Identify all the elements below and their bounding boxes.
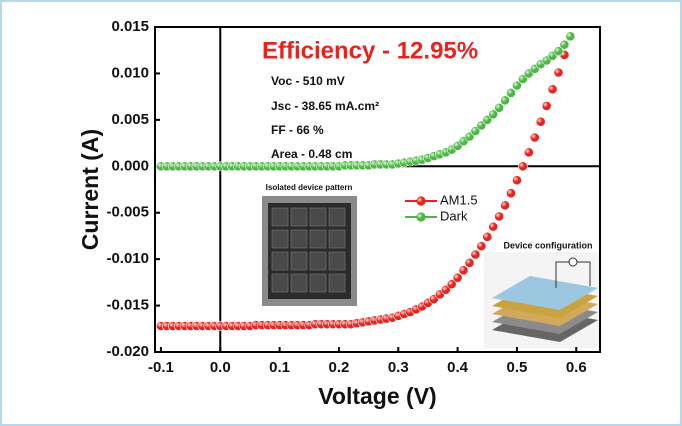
legend-marker-shine	[416, 212, 425, 221]
x-tick-label: 0.1	[269, 359, 290, 376]
inset-device	[484, 252, 600, 348]
inset-label: Device configuration	[503, 240, 592, 250]
y-tick-label: -0.005	[106, 204, 149, 221]
legend-label: AM1.5	[440, 192, 478, 207]
point	[536, 117, 545, 126]
point	[489, 222, 498, 231]
efficiency: Efficiency - 12.95%	[262, 37, 478, 64]
jsc: Jsc - 38.65 mA.cm²	[271, 99, 379, 113]
point	[554, 68, 563, 77]
ff: FF - 66 %	[271, 123, 324, 137]
point	[453, 273, 462, 282]
point	[483, 232, 492, 241]
point	[518, 162, 527, 171]
legend-marker-shine	[416, 196, 425, 205]
point	[459, 266, 468, 275]
y-tick-label: 0.005	[111, 111, 149, 128]
y-tick-label: 0.000	[111, 157, 149, 174]
y-tick-label: -0.010	[106, 250, 149, 267]
point	[566, 32, 575, 41]
point	[495, 103, 504, 112]
y-tick-label: 0.015	[111, 18, 149, 35]
point	[512, 176, 521, 185]
x-tick-label: -0.1	[148, 359, 174, 376]
point	[542, 101, 551, 110]
point	[506, 88, 515, 97]
point	[465, 258, 474, 267]
point	[495, 212, 504, 221]
area: Area - 0.48 cm	[271, 147, 352, 161]
x-tick-label: 0.0	[210, 359, 231, 376]
point	[530, 133, 539, 142]
inset-label: Isolated device pattern	[266, 183, 353, 192]
point	[477, 242, 486, 251]
x-tick-label: 0.6	[566, 359, 587, 376]
legend-label: Dark	[440, 208, 468, 223]
point	[560, 40, 569, 49]
x-tick-label: 0.5	[507, 359, 528, 376]
point	[500, 201, 509, 210]
point	[471, 250, 480, 259]
y-tick-label: -0.020	[106, 343, 149, 360]
point	[506, 189, 515, 198]
y-axis-label: Current (A)	[77, 129, 103, 250]
x-tick-label: 0.3	[388, 359, 409, 376]
point	[524, 148, 533, 157]
y-tick-label: -0.015	[106, 297, 149, 314]
x-tick-label: 0.2	[329, 359, 350, 376]
x-tick-label: 0.4	[447, 359, 469, 376]
chart: -0.1 0.0 0.1 0.2 0.3 0.4 0.5 0.6 -0.020 -0.015 -0.…	[0, 0, 682, 426]
voc: Voc - 510 mV	[271, 74, 345, 88]
point	[548, 85, 557, 94]
point	[500, 96, 509, 105]
y-tick-label: 0.010	[111, 64, 149, 81]
inset-photo	[262, 196, 357, 306]
page: -0.1 0.0 0.1 0.2 0.3 0.4 0.5 0.6 -0.020 -0.015 -0.…	[0, 0, 682, 426]
x-axis-label: Voltage (V)	[318, 383, 436, 409]
